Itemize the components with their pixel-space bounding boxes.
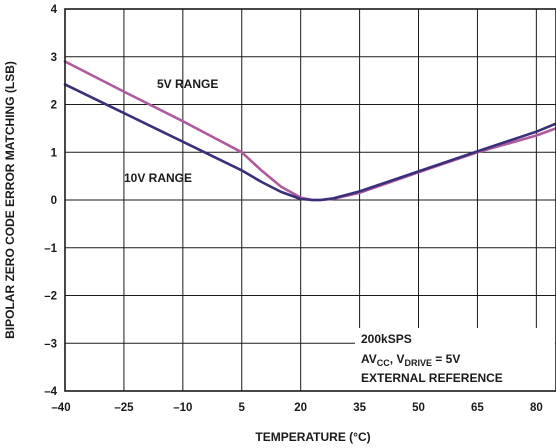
- x-tick-label-8: 80: [530, 402, 543, 414]
- annotation-supply-v: , V: [390, 352, 405, 366]
- x-tick-label-3: 5: [239, 402, 246, 414]
- series-line-1: [63, 83, 556, 202]
- plot-frame: [64, 8, 556, 392]
- annotation-supply-av: AV: [361, 352, 377, 366]
- x-tick-label-4: 20: [294, 402, 307, 414]
- x-tick-label-2: –10: [173, 402, 192, 414]
- y-tick-labels: –4 –3 –2 –1 0 1 2 3 4: [44, 4, 57, 398]
- y-tick-label-5: 1: [51, 147, 58, 159]
- x-tick-label-5: 35: [353, 402, 366, 414]
- y-tick-label-2: –2: [44, 291, 57, 303]
- y-tick-label-3: –1: [44, 243, 57, 255]
- annotation-background: [355, 328, 555, 392]
- annotation-reference: EXTERNAL REFERENCE: [361, 371, 503, 385]
- y-tick-label-8: 4: [51, 4, 58, 16]
- x-tick-label-1: –25: [114, 402, 134, 414]
- series-label-5v: 5V RANGE: [157, 77, 218, 91]
- x-axis-label: TEMPERATURE (°C): [255, 430, 370, 444]
- x-tick-label-7: 65: [471, 402, 484, 414]
- series-lines: [63, 60, 556, 202]
- y-tick-label-0: –4: [44, 386, 57, 398]
- annotation-supply-drive: DRIVE: [404, 358, 432, 368]
- x-tick-labels: –40 –25 –10 5 20 35 50 65 80: [51, 402, 542, 414]
- series-label-10v: 10V RANGE: [124, 171, 192, 185]
- annotation-sample-rate: 200kSPS: [361, 332, 412, 346]
- y-tick-label-6: 2: [51, 100, 57, 112]
- y-tick-label-4: 0: [51, 195, 57, 207]
- annotation-supply-value: = 5V: [432, 352, 460, 366]
- annotation-supply: AVCC, VDRIVE = 5V: [361, 352, 460, 368]
- y-tick-label-7: 3: [51, 52, 57, 64]
- y-tick-label-1: –3: [44, 338, 57, 350]
- x-tick-label-6: 50: [412, 402, 425, 414]
- y-axis-label: BIPOLAR ZERO CODE ERROR MATCHING (LSB): [3, 61, 17, 339]
- annotation-supply-cc: CC: [377, 358, 390, 368]
- x-tick-label-0: –40: [51, 402, 70, 414]
